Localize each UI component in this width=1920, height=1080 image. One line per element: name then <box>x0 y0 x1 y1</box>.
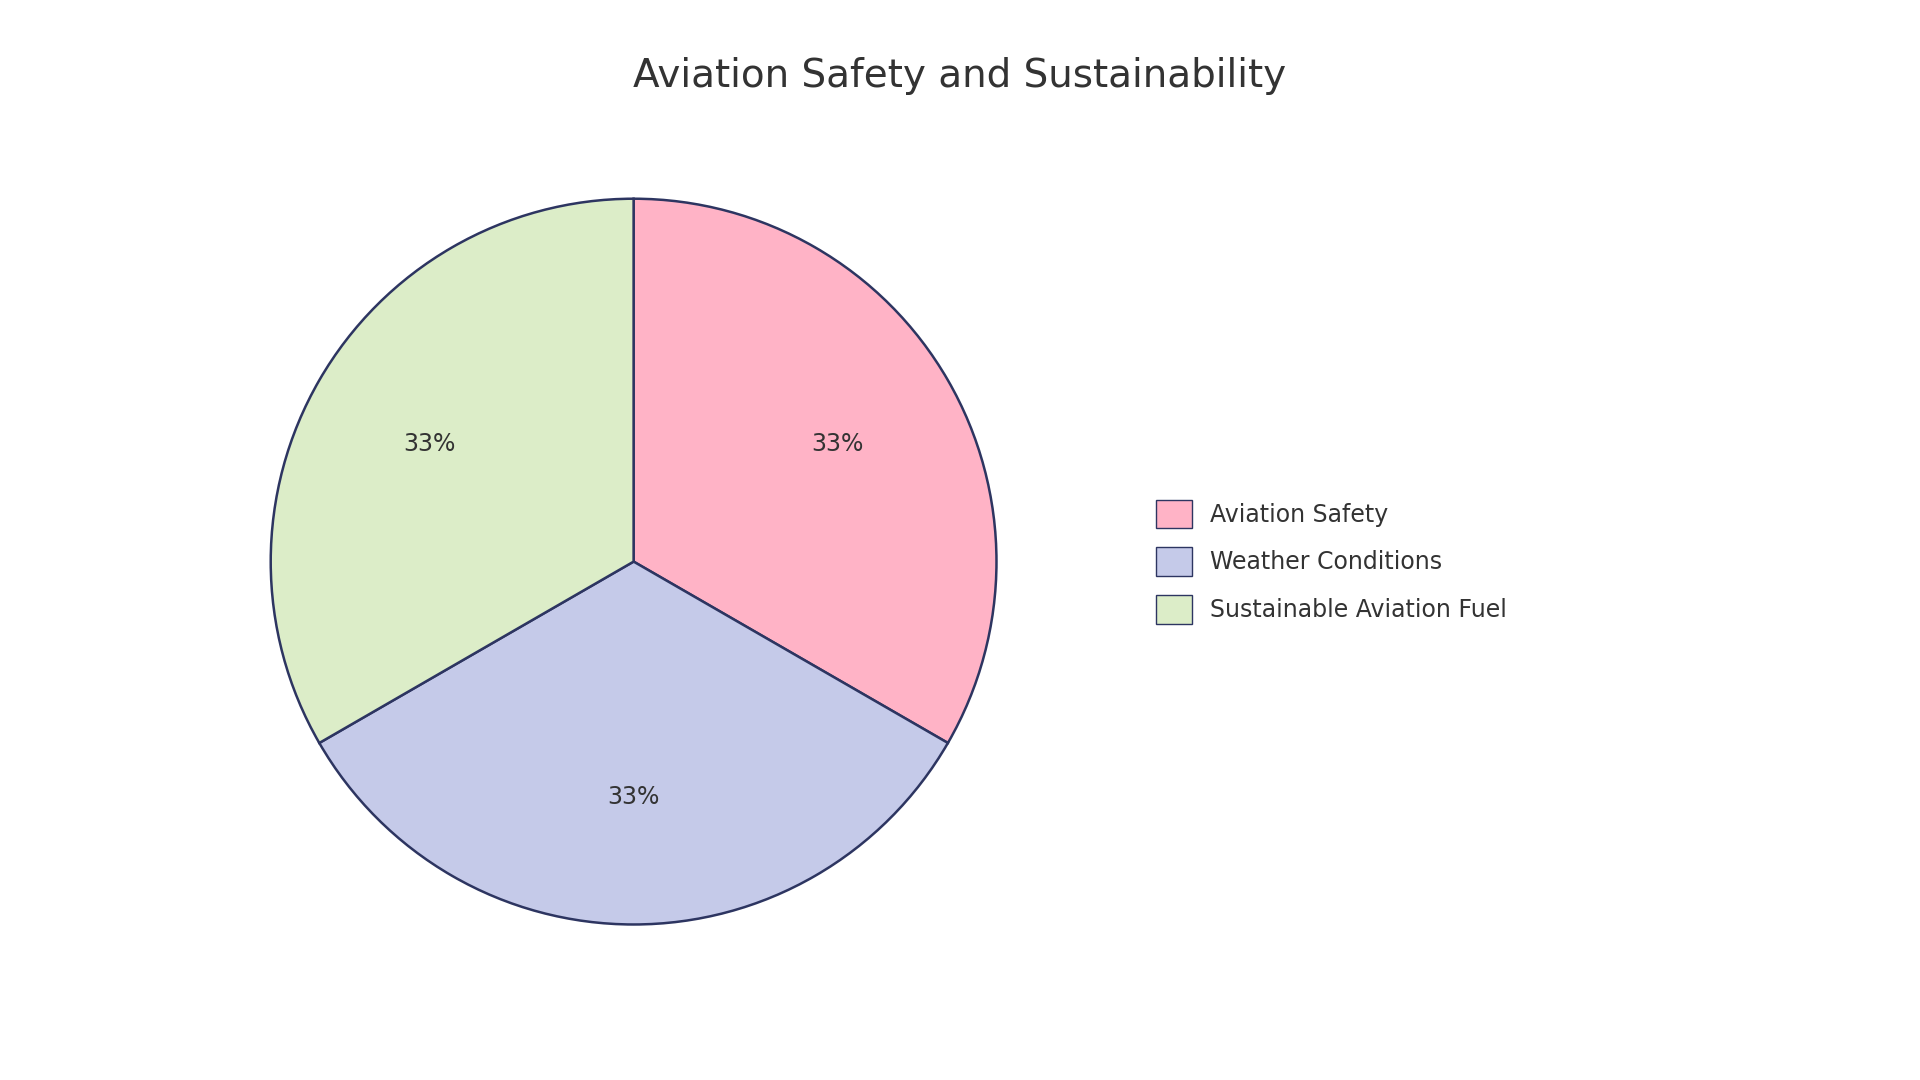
Text: 33%: 33% <box>607 785 660 810</box>
Text: 33%: 33% <box>403 432 455 456</box>
Wedge shape <box>271 199 634 743</box>
Text: 33%: 33% <box>812 432 864 456</box>
Wedge shape <box>319 562 948 924</box>
Text: Aviation Safety and Sustainability: Aviation Safety and Sustainability <box>634 56 1286 95</box>
Legend: Aviation Safety, Weather Conditions, Sustainable Aviation Fuel: Aviation Safety, Weather Conditions, Sus… <box>1144 488 1519 635</box>
Wedge shape <box>634 199 996 743</box>
